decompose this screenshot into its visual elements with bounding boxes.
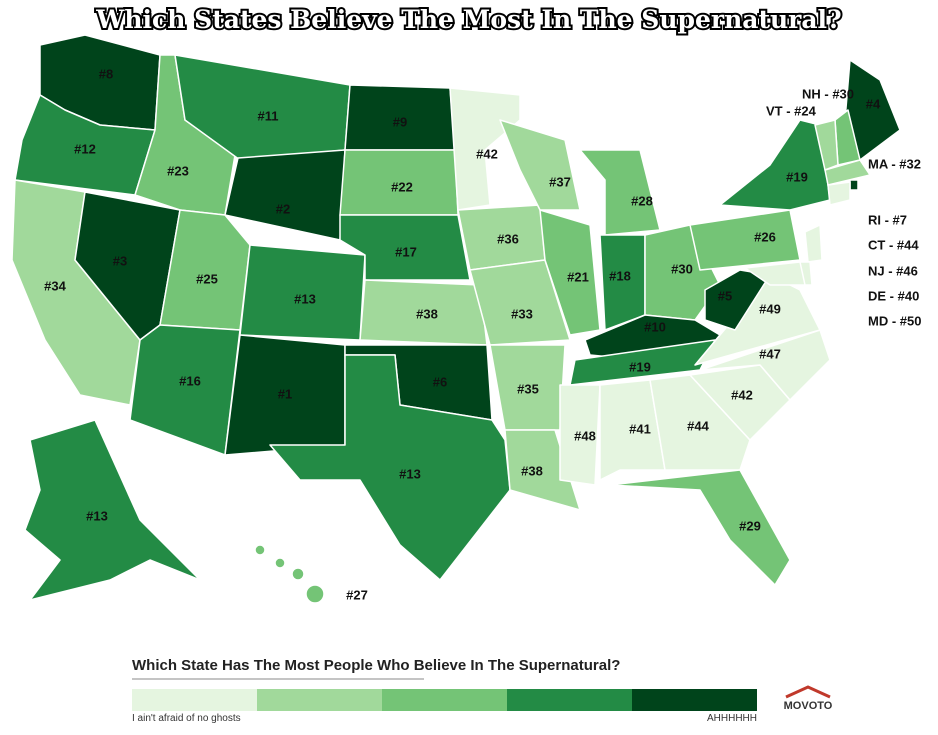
state-rank: #36 [497,231,519,246]
legend-swatch [132,689,257,711]
state-callout: MD - #50 [868,313,921,328]
legend-swatch [257,689,382,711]
state-rank: #25 [196,271,218,286]
state [599,379,666,481]
state-rank: #38 [521,463,543,478]
state-rank: #44 [687,418,709,433]
state [849,179,859,191]
state-island [274,557,286,569]
state [827,181,851,206]
state-rank: #17 [395,244,417,259]
state-rank: #21 [567,269,589,284]
state-callout: NJ - #46 [868,263,918,278]
title: Which States Believe The Most In The Sup… [95,5,841,34]
state-rank: #27 [346,587,368,602]
legend-low-label: I ain't afraid of no ghosts [132,713,241,724]
state-callout: VT - #24 [766,103,817,118]
state-rank: #29 [739,518,761,533]
state-rank: #47 [759,346,781,361]
state-rank: #41 [629,421,651,436]
state-callout: NH - #30 [802,86,854,101]
state [719,119,831,211]
state [609,469,791,586]
state-rank: #13 [399,466,421,481]
state-callout: CT - #44 [868,237,919,252]
state-rank: #42 [731,387,753,402]
state-rank: #5 [718,288,732,303]
state-rank: #19 [629,359,651,374]
state-rank: #13 [86,508,108,523]
state-rank: #11 [258,108,279,123]
state [129,324,241,456]
state-rank: #38 [416,306,438,321]
legend-swatch [382,689,507,711]
state [804,224,823,263]
state-rank: #3 [113,253,127,268]
state [499,119,581,211]
legend-swatch [632,689,757,711]
state-callout: RI - #7 [868,212,907,227]
state [269,354,511,581]
state [224,149,346,241]
legend-swatch [507,689,632,711]
legend [132,689,757,711]
state [539,209,601,336]
state-island [305,584,325,604]
state-rank: #19 [786,169,808,184]
state-rank: #16 [179,373,201,388]
state-rank: #26 [754,229,776,244]
state-island [254,544,266,556]
state-rank: #34 [44,278,66,293]
state-rank: #28 [631,193,653,208]
state-rank: #49 [759,301,781,316]
state [579,149,661,236]
state-rank: #18 [609,268,631,283]
state-rank: #9 [393,114,407,129]
state-callout: MA - #32 [868,156,921,171]
state-rank: #2 [276,201,290,216]
state [559,384,601,486]
state [469,259,571,346]
states [11,34,901,604]
state-rank: #4 [866,96,881,111]
state [689,209,801,271]
state-rank: #48 [574,428,596,443]
state-island [291,567,305,581]
state [649,374,751,471]
state [24,419,201,601]
legend-high-label: AHHHHHH [707,713,757,724]
state-rank: #30 [671,261,693,276]
state-rank: #6 [433,374,447,389]
state-rank: #33 [511,306,533,321]
state [814,119,839,171]
state-rank: #35 [517,381,539,396]
state [699,329,831,401]
state-rank: #10 [644,319,666,334]
state-rank: #1 [278,386,292,401]
state [824,159,871,186]
legend-title: Which State Has The Most People Who Beli… [132,657,620,674]
state-rank: #12 [74,141,96,156]
state-rank: #23 [167,163,189,178]
state [844,59,901,161]
state-rank: #13 [294,291,316,306]
logo-roof [785,685,831,699]
state-labels: #8 #12 #34 #3 #23 #11 #2 #25 #13 #16 #1 #9 #22 #17 #38… [44,66,921,602]
state [704,269,771,331]
state-rank: #8 [99,66,113,81]
state-rank: #37 [549,174,571,189]
state [744,261,806,286]
state-rank: #22 [391,179,413,194]
state-callout: DE - #40 [868,288,919,303]
logo: MOVOTO [784,700,833,712]
state-rank: #42 [476,146,498,161]
